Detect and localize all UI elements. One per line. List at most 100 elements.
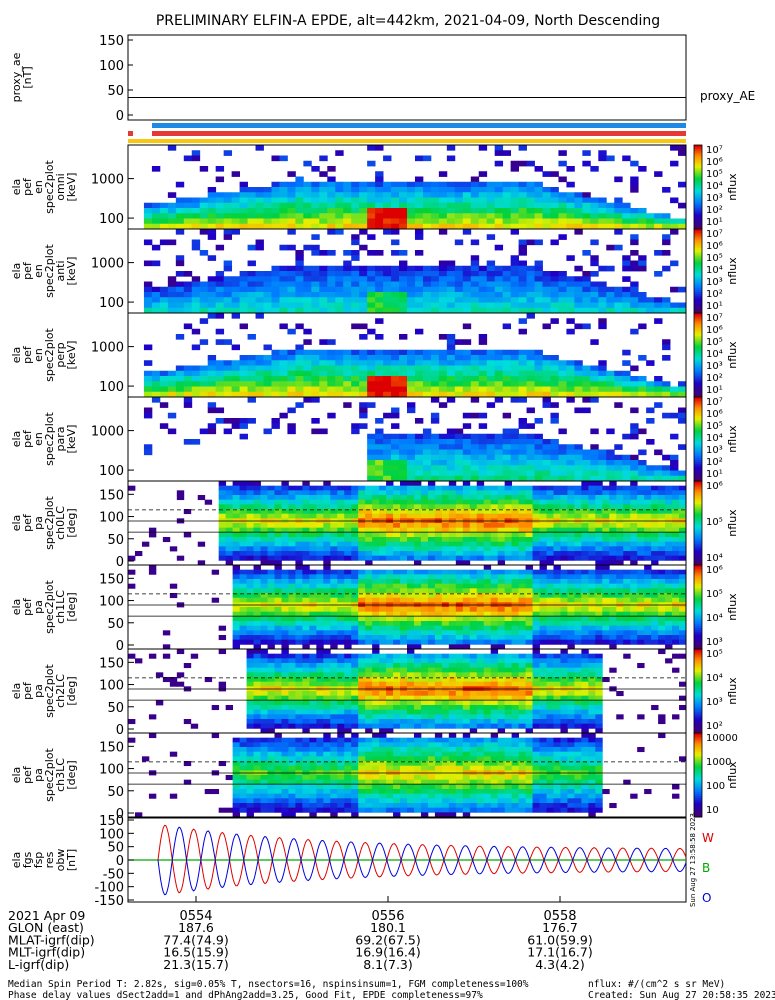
pitch-angle-cell — [518, 555, 526, 561]
pitch-angle-cell — [400, 527, 408, 533]
pitch-angle-cell — [518, 630, 526, 636]
colorbar-segment — [694, 403, 702, 406]
pitch-angle-cell — [483, 509, 492, 515]
spectrogram-cell — [534, 202, 543, 209]
spectrogram-cell — [638, 307, 647, 314]
pitch-angle-cell — [218, 495, 227, 501]
spectrogram-cell — [327, 386, 336, 393]
pitch-angle-cell — [400, 523, 408, 529]
spectrogram-cell — [486, 197, 496, 204]
pitch-angle-cell — [351, 532, 359, 538]
spectrogram-cell — [327, 271, 336, 277]
pitch-angle-cell — [413, 546, 422, 552]
pitch-angle-cell — [476, 616, 485, 622]
figure-title: PRELIMINARY ELFIN-A EPDE, alt=442km, 202… — [156, 13, 660, 29]
pitch-angle-cell — [295, 574, 303, 580]
spectrogram-cell — [422, 265, 432, 272]
pitch-angle-cell — [623, 630, 631, 636]
pitch-angle-cell — [274, 691, 282, 697]
spectrogram-cell — [295, 250, 304, 256]
spectrogram-cell — [574, 292, 583, 298]
spectrogram-cell — [582, 302, 591, 309]
spectrogram-cell — [167, 202, 177, 209]
spectrogram-cell — [175, 386, 185, 393]
pitch-angle-cell — [344, 579, 352, 585]
spectrogram-cell — [367, 292, 376, 298]
pitch-angle-cell — [288, 541, 296, 547]
spectrogram-cell — [630, 407, 639, 414]
spectrogram-cell — [223, 213, 233, 219]
spectrogram-cell — [175, 391, 185, 398]
pitch-angle-cell — [365, 532, 373, 538]
spectrogram-cell — [598, 370, 607, 377]
pitch-angle-cell — [672, 541, 680, 547]
pitch-angle-cell — [469, 611, 478, 617]
spectrogram-cell — [271, 155, 280, 162]
colorbar-tick-label: 10⁵ — [706, 169, 723, 180]
colorbar-segment — [694, 619, 702, 623]
pitch-angle-cell — [476, 495, 485, 501]
spectrogram-cell — [407, 213, 416, 219]
pitch-angle-cell — [427, 607, 436, 613]
pitch-angle-cell — [644, 569, 652, 575]
pitch-angle-cell — [260, 485, 268, 491]
pitch-angle-cell — [448, 597, 457, 603]
pitch-angle-cell — [218, 532, 227, 538]
pitch-angle-cell — [302, 672, 310, 678]
spectrogram-cell — [207, 423, 217, 429]
pitch-angle-cell — [365, 607, 373, 613]
pitch-angle-cell — [253, 677, 261, 683]
pitch-angle-cell — [476, 481, 485, 487]
spectrogram-cell — [438, 281, 448, 288]
pitch-angle-cell — [281, 719, 289, 725]
spectrogram-cell — [598, 460, 607, 466]
spectrogram-cell — [678, 286, 687, 293]
spectrogram-cell — [446, 297, 456, 303]
spectrogram-cell — [303, 160, 312, 167]
pitch-angle-cell — [281, 653, 289, 659]
spectrogram-cell — [438, 381, 448, 387]
spectrogram-cell — [510, 286, 519, 293]
pitch-angle-cell — [602, 597, 610, 603]
pitch-angle-cell — [658, 532, 666, 538]
spectrogram-cell — [646, 407, 655, 414]
pitch-angle-cell — [309, 555, 317, 561]
pitch-angle-cell — [616, 560, 624, 566]
spectrogram-cell — [319, 370, 328, 377]
pitch-angle-cell — [497, 611, 506, 617]
pitch-angle-cell — [679, 574, 687, 580]
pitch-angle-cell — [427, 583, 436, 589]
spectrogram-cell — [550, 386, 559, 393]
spectrogram-cell — [239, 365, 248, 372]
spectrogram-cell — [454, 218, 464, 225]
pitch-angle-cell — [316, 499, 324, 505]
pitch-angle-cell — [609, 485, 617, 491]
spectrogram-cell — [566, 391, 575, 398]
spectrogram-cell — [502, 439, 512, 445]
spectrogram-cell — [478, 286, 488, 293]
pitch-angle-cell — [407, 574, 415, 580]
pitch-angle-cell — [567, 574, 575, 580]
pitch-angle-cell — [267, 723, 275, 729]
pitch-angle-cell — [281, 663, 289, 669]
spectrogram-cell — [606, 428, 615, 435]
pitch-angle-cell — [246, 504, 254, 510]
pitch-angle-cell — [637, 611, 645, 617]
spectrogram-cell — [422, 460, 432, 466]
pitch-angle-cell — [420, 569, 429, 575]
pitch-angle-cell — [365, 583, 373, 589]
pitch-angle-cell — [351, 635, 359, 641]
pitch-angle-cell — [309, 588, 317, 594]
spectrogram-cell — [207, 386, 217, 393]
pitch-angle-cell — [302, 705, 310, 711]
spectrogram-cell — [367, 475, 376, 482]
pitch-angle-cell — [651, 597, 659, 603]
pitch-angle-cell — [225, 513, 234, 519]
pitch-angle-cell — [630, 481, 638, 487]
spectrogram-cell — [550, 370, 559, 377]
spectrogram-cell — [231, 192, 240, 198]
pitch-angle-cell — [337, 621, 345, 627]
pitch-angle-cell — [316, 635, 324, 641]
spectrogram-cell — [414, 439, 424, 445]
spectrogram-cell — [414, 271, 424, 277]
